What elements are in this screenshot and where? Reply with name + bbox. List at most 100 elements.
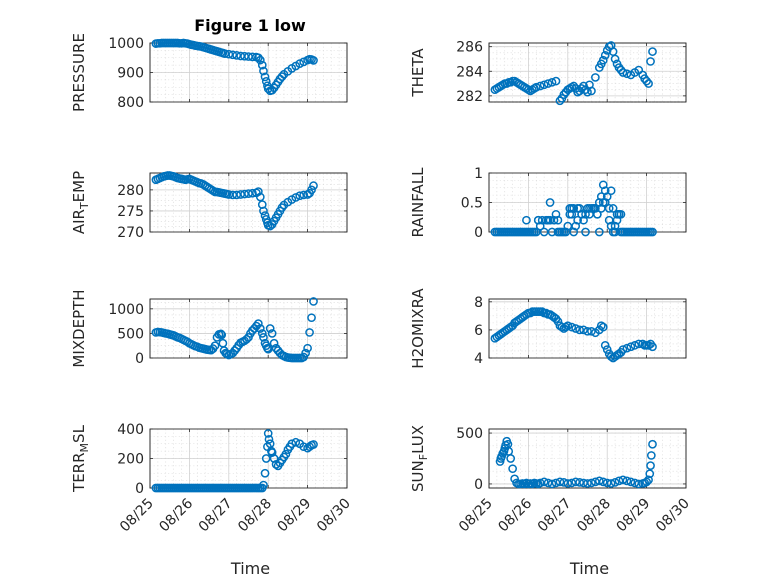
data-point [644,79,653,88]
data-point [309,297,318,306]
data-point [271,460,281,469]
data-point [569,81,579,91]
x-axis-label: Time [569,559,609,578]
data-point [567,322,577,332]
data-point [596,321,606,331]
data-point [553,317,563,326]
y-tick-label: 270 [117,225,144,241]
data-point [598,198,608,207]
data-point [547,479,557,489]
y-tick-label: 286 [456,40,483,56]
data-point [260,468,270,478]
data-point [645,469,655,479]
y-tick-label: 1000 [108,302,144,318]
data-point [506,454,516,463]
data-point [573,215,583,225]
data-point [242,334,251,344]
data-point [257,60,267,70]
data-point [269,338,279,348]
data-point [591,73,600,82]
data-point [307,185,316,195]
data-point [598,55,608,65]
data-point [618,475,628,485]
data-point [648,439,657,449]
data-point [587,478,596,488]
data-point [618,345,628,354]
data-point [604,215,614,225]
data-point [248,188,257,198]
subplot-theta: 282 284 286 THETA [409,40,687,106]
data-point [622,476,632,486]
data-point [567,209,577,219]
axes-frame [488,298,687,359]
data-point [508,464,517,474]
axes-frame [488,42,687,103]
data-point [263,84,273,94]
data-point [531,82,541,92]
y-tick-label: 500 [117,326,144,342]
data-point [557,322,567,332]
data-point [263,344,273,354]
data-point [551,76,561,86]
data-point [533,215,543,225]
data-point [240,189,249,199]
y-tick-label: 800 [117,95,144,111]
data-point [587,326,596,336]
y-tick-label: 1 [474,166,483,182]
data-point [220,49,230,58]
data-point [642,76,651,86]
y-tick-label: 1000 [108,36,144,52]
data-point [305,328,314,337]
x-tick-label: 08/25 [456,496,496,536]
data-point [634,479,644,489]
y-tick-label: 0.5 [461,196,483,212]
y-tick-label: 280 [117,183,144,199]
y-axis-label: AIRTEMP [70,171,91,234]
data-point [594,476,604,486]
subplot-rainfall: 0 0.5 1 RAINFALL [409,166,687,241]
data-point [299,190,309,200]
data-point [583,326,592,336]
data-point [644,475,653,485]
data-point [254,187,263,196]
y-axis-label: SUNFLUX [409,425,430,492]
y-tick-label: 282 [456,89,483,105]
subplot-sun-flux: 0 500 SUNFLUX 08/25 08/26 08/27 08/28 08/29 08/3… [409,425,693,578]
x-tick-label: 08/28 [235,496,275,536]
data-point [522,215,531,225]
data-point [618,68,628,77]
x-axis-label: Time [230,559,270,578]
data-point [600,341,610,350]
data-point [634,339,644,349]
data-point [600,50,610,60]
data-point [263,429,273,438]
y-axis-label: RAINFALL [409,167,427,238]
x-tick-label: 08/29 [614,496,654,536]
data-point [606,479,616,488]
figure-title: Figure 1 low [194,16,306,35]
data-point [254,53,263,63]
data-point [616,227,626,237]
data-point [217,330,227,340]
data-point [577,209,586,219]
data-point [255,55,265,65]
y-tick-label: 6 [474,323,483,339]
data-point [610,478,620,487]
y-tick-label: 200 [117,452,144,468]
x-tick-label: 08/25 [117,496,157,536]
data-point [291,437,301,447]
data-point [265,324,275,333]
data-point [224,49,234,59]
x-tick-label: 08/26 [495,495,535,535]
x-tick-label: 08/28 [574,496,614,536]
data-point [281,449,291,459]
data-point [610,54,620,64]
data-point [571,324,581,333]
data-point [646,451,656,460]
data-point [301,348,310,358]
data-point [575,325,584,335]
data-point [277,72,287,81]
data-point [539,477,549,487]
